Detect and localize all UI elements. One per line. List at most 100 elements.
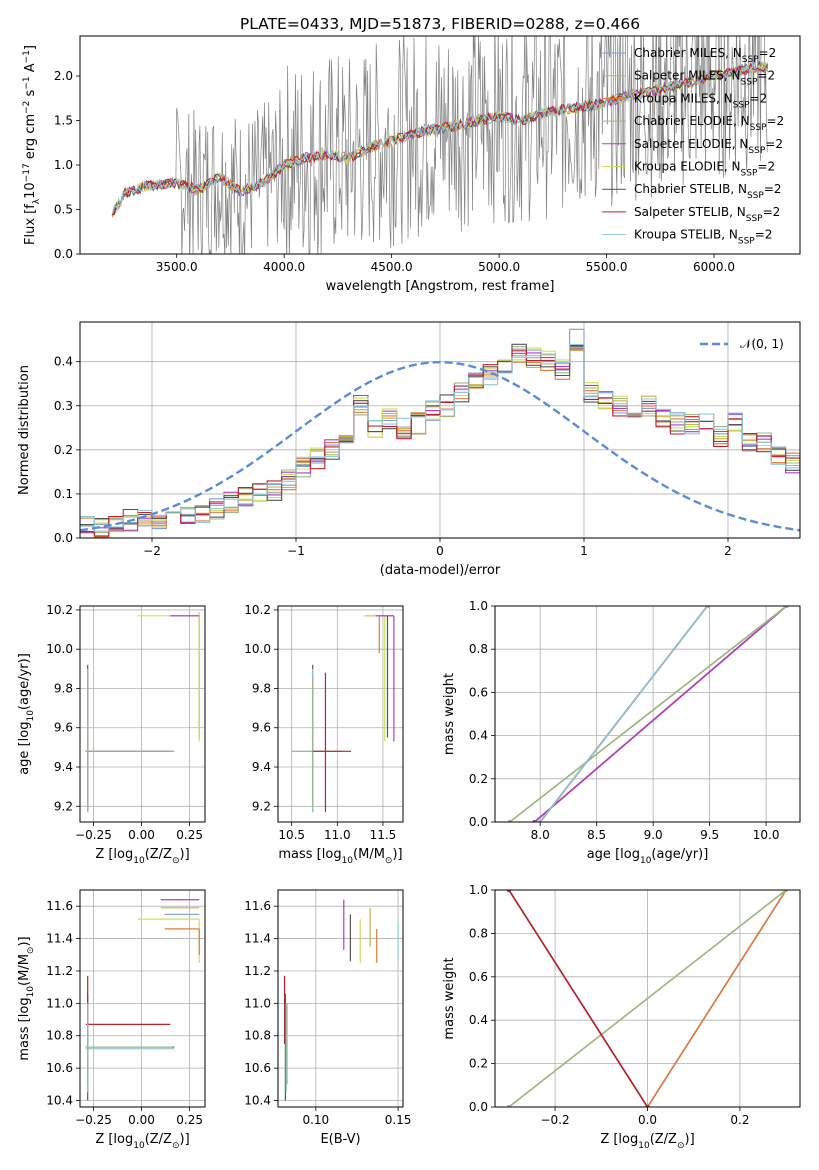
axes-frame [79, 321, 801, 539]
x-axis-label: wavelength [Angstrom, rest frame] [326, 279, 555, 294]
x-tick-label: −2 [143, 544, 161, 558]
y-axis-label: mass weight [442, 673, 457, 755]
y-tick-label: 10.8 [46, 1029, 73, 1043]
x-tick-label: 1 [580, 544, 588, 558]
x-axis-label: E(B-V) [320, 1132, 360, 1147]
x-tick-label: 0.00 [128, 1113, 155, 1127]
x-tick-label: 0.25 [176, 1113, 203, 1127]
figure-title: PLATE=0433, MJD=51873, FIBERID=0288, z=0… [240, 15, 640, 33]
weight-line [646, 890, 787, 1107]
y-tick-label: 0.0 [469, 1100, 488, 1114]
legend-label: 𝒩(0, 1) [740, 337, 784, 351]
weight-line [508, 890, 787, 1107]
y-tick-label: 10.6 [244, 1061, 271, 1075]
y-tick-label: 0.6 [469, 970, 488, 984]
y-tick-label: 0.8 [469, 926, 488, 940]
axes-frame [277, 889, 404, 1108]
legend-label: Chabrier ELODIE, NSSP=2 [634, 114, 784, 133]
x-axis-label: age [log10(age/yr)] [587, 847, 709, 866]
panel-mass-vs-ebv: 0.10 0.15 10.4 10.6 10.8 11.0 11.2 11.4 11.6 E(B-… [244, 889, 411, 1147]
y-tick-label: 1.0 [54, 158, 73, 172]
x-tick-label: 10.0 [753, 828, 780, 842]
y-tick-label: 9.8 [252, 681, 271, 695]
x-tick-label: 0.00 [128, 828, 155, 842]
y-tick-label: 0.1 [54, 487, 73, 501]
x-axis-label: Z [log10(Z/Z⊙)] [95, 1132, 189, 1151]
y-axis-label: Normed distribution [17, 365, 32, 495]
observed-spectrum-line [111, 36, 768, 254]
y-tick-label: 0.0 [54, 247, 73, 261]
panel-weight-vs-age: 8.0 8.5 9.0 9.5 10.0 0.0 0.2 0.4 0.6 0.8 1.0 age [l… [442, 599, 801, 866]
x-tick-label: −0.25 [75, 1113, 112, 1127]
x-tick-label: 9.0 [644, 828, 663, 842]
axes-frame [79, 35, 801, 255]
x-tick-label: −1 [287, 544, 305, 558]
y-tick-label: 11.4 [46, 932, 73, 946]
axes-frame [79, 889, 206, 1108]
y-tick-label: 10.0 [46, 642, 73, 656]
legend-label: Salpeter STELIB, NSSP=2 [634, 205, 780, 224]
histogram-chabrier-miles [80, 328, 800, 532]
gaussian-curve [80, 360, 800, 532]
x-tick-label: 8.0 [531, 828, 550, 842]
x-tick-label: 0.0 [638, 1113, 657, 1127]
y-tick-label: 9.4 [252, 760, 271, 774]
x-tick-label: 6000.0 [693, 260, 735, 274]
y-tick-label: 0.2 [54, 443, 73, 457]
x-tick-label: 11.0 [324, 828, 351, 842]
y-axis-label: mass [log10(M/M⊙)] [17, 936, 36, 1060]
weight-line [539, 606, 709, 822]
histogram-kroupa-elodie [80, 346, 800, 524]
legend-label: Salpeter MILES, NSSP=2 [634, 69, 775, 88]
y-tick-label: 11.6 [244, 899, 271, 913]
x-tick-label: 4000.0 [263, 260, 305, 274]
y-tick-label: 11.2 [46, 964, 73, 978]
y-tick-label: 9.2 [252, 799, 271, 813]
y-tick-label: 10.2 [244, 603, 271, 617]
histogram-kroupa-stelib [80, 343, 800, 532]
x-tick-label: 0.25 [176, 828, 203, 842]
y-tick-label: 1.0 [469, 599, 488, 613]
x-axis-label: mass [log10(M/M⊙)] [278, 847, 402, 866]
panel-spectrum: 3500.0 4000.0 4500.0 5000.0 5500.0 6000.0 0.0 0… [22, 35, 801, 294]
panel-age-vs-Z: −0.25 0.00 0.25 9.2 9.4 9.6 9.8 10.0 10.2 Z [log1… [17, 603, 206, 866]
x-tick-label: 8.5 [587, 828, 606, 842]
legend-label: Chabrier STELIB, NSSP=2 [634, 182, 782, 201]
plot-area [85, 899, 200, 1101]
y-tick-label: 10.0 [244, 642, 271, 656]
x-tick-label: −0.25 [75, 828, 112, 842]
plot-area [291, 615, 395, 813]
y-tick-label: 9.6 [54, 721, 73, 735]
plot-area [80, 328, 800, 538]
x-tick-label: −0.2 [541, 1113, 570, 1127]
y-tick-label: 10.2 [46, 603, 73, 617]
y-tick-label: 10.4 [46, 1094, 73, 1108]
x-axis-label: (data-model)/error [380, 563, 501, 578]
x-tick-label: 3500.0 [156, 260, 198, 274]
y-tick-label: 9.2 [54, 799, 73, 813]
y-tick-label: 9.8 [54, 681, 73, 695]
y-tick-label: 0.0 [469, 815, 488, 829]
y-axis-label: age [log10(age/yr)] [17, 653, 36, 775]
y-tick-label: 0.2 [469, 772, 488, 786]
y-tick-label: 2.0 [54, 69, 73, 83]
y-tick-label: 10.8 [244, 1029, 271, 1043]
panel-age-vs-mass: 10.5 11.0 11.5 9.2 9.4 9.6 9.8 10.0 10.2 mass [lo… [244, 603, 404, 866]
plot-area [85, 611, 200, 813]
x-tick-label: 4500.0 [371, 260, 413, 274]
y-tick-label: 11.0 [46, 996, 73, 1010]
y-tick-label: 11.2 [244, 964, 271, 978]
weight-line [534, 606, 787, 822]
y-tick-label: 11.0 [244, 996, 271, 1010]
x-tick-label: 2 [724, 544, 732, 558]
legend-label: Kroupa ELODIE, NSSP=2 [634, 160, 775, 179]
x-tick-label: 0 [436, 544, 444, 558]
x-tick-label: 11.5 [370, 828, 397, 842]
x-axis-label: Z [log10(Z/Z⊙)] [95, 847, 189, 866]
x-tick-label: 9.5 [700, 828, 719, 842]
axes-frame [277, 605, 404, 823]
x-tick-label: 5500.0 [586, 260, 628, 274]
weight-line [509, 606, 787, 822]
y-tick-label: 11.4 [244, 932, 271, 946]
